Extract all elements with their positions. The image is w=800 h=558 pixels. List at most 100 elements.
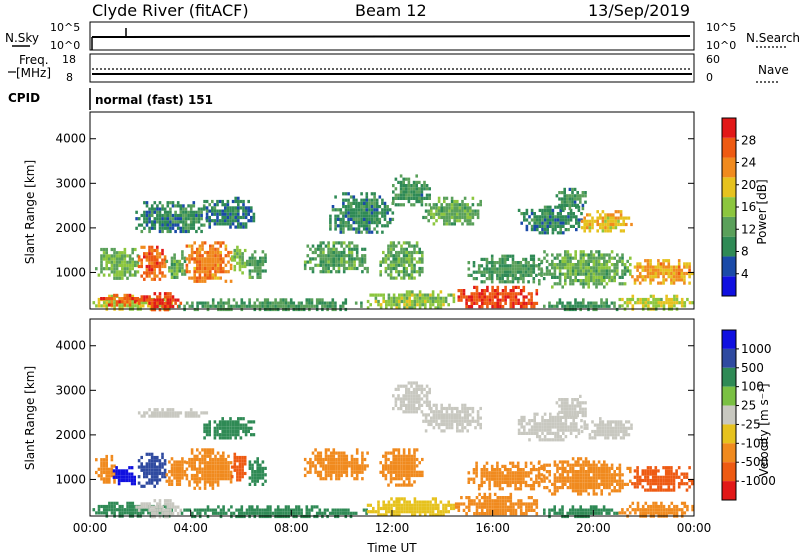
power-cell	[426, 184, 429, 187]
velocity-cell	[475, 471, 478, 474]
velocity-cell	[151, 509, 154, 512]
power-cell	[366, 221, 369, 224]
velocity-cell	[411, 464, 414, 467]
power-cell	[360, 218, 363, 221]
velocity-cell	[418, 401, 421, 404]
power-cell	[491, 274, 494, 277]
power-cell	[522, 277, 525, 280]
power-cell	[242, 226, 245, 229]
velocity-cell	[451, 426, 454, 429]
power-cell	[551, 305, 554, 308]
velocity-cell	[295, 512, 298, 515]
power-cell	[306, 305, 309, 308]
power-cell	[180, 230, 183, 233]
velocity-cell	[176, 464, 179, 467]
power-cell	[504, 289, 507, 292]
power-cell	[510, 302, 513, 305]
power-cell	[591, 220, 594, 223]
power-colorbar-tick-label: 24	[741, 156, 756, 170]
power-cell	[306, 302, 309, 305]
power-y-axis-label: Slant Range [km]	[23, 160, 37, 264]
velocity-cell	[221, 420, 224, 423]
power-cell	[330, 251, 333, 254]
power-cell	[613, 273, 616, 276]
power-cell	[673, 282, 676, 285]
power-cell	[472, 203, 475, 206]
power-cell	[587, 276, 590, 279]
power-cell	[320, 241, 323, 244]
velocity-cell	[517, 462, 520, 465]
velocity-cell	[559, 416, 562, 419]
power-cell	[403, 251, 406, 254]
velocity-cell	[413, 464, 416, 467]
power-cell	[665, 266, 668, 269]
power-cell	[403, 254, 406, 257]
power-cell	[199, 245, 202, 248]
power-cell	[248, 298, 251, 301]
power-cell	[240, 216, 243, 219]
velocity-cell	[392, 455, 395, 458]
power-cell	[212, 302, 215, 305]
power-cell	[652, 269, 655, 272]
power-cell	[351, 257, 354, 260]
velocity-cell	[121, 511, 124, 514]
power-cell	[327, 241, 330, 244]
velocity-cell	[287, 509, 290, 512]
power-cell	[582, 279, 585, 282]
power-cell	[240, 222, 243, 225]
power-cell	[116, 254, 119, 257]
power-cell	[212, 267, 215, 270]
power-cell	[217, 257, 220, 260]
power-cell	[250, 210, 253, 213]
power-cell	[681, 272, 684, 275]
power-cell	[340, 231, 343, 234]
velocity-cell	[536, 429, 539, 432]
power-cell	[512, 299, 515, 302]
velocity-cell	[309, 464, 312, 467]
power-cell	[413, 251, 416, 254]
velocity-cell	[416, 458, 419, 461]
velocity-cell	[451, 413, 454, 416]
power-cell	[453, 300, 456, 303]
power-cell	[98, 301, 101, 304]
power-cell	[169, 302, 172, 305]
power-cell	[169, 224, 172, 227]
power-cell	[317, 264, 320, 267]
power-cell	[533, 222, 536, 225]
power-cell	[421, 194, 424, 197]
power-cell	[322, 241, 325, 244]
power-cell	[274, 302, 277, 305]
power-cell	[199, 248, 202, 251]
power-cell	[424, 297, 427, 300]
power-cell	[432, 297, 435, 300]
power-cell	[187, 227, 190, 230]
power-cell	[583, 226, 586, 229]
power-cell	[174, 204, 177, 207]
power-cell	[603, 269, 606, 272]
power-cell	[227, 203, 230, 206]
power-cell	[477, 213, 480, 216]
power-cell	[239, 255, 242, 258]
power-cell	[611, 279, 614, 282]
power-cell	[590, 269, 593, 272]
power-cell	[552, 209, 555, 212]
power-cell	[629, 269, 632, 272]
velocity-cell	[246, 509, 249, 512]
power-cell	[358, 224, 361, 227]
power-cell	[387, 245, 390, 248]
velocity-cell	[393, 501, 396, 504]
power-cell	[536, 222, 539, 225]
power-cell	[379, 264, 382, 267]
velocity-cell	[497, 499, 500, 502]
power-cell	[433, 213, 436, 216]
velocity-cell	[173, 467, 176, 470]
velocity-cell	[544, 438, 547, 441]
power-cell	[237, 210, 240, 213]
velocity-cell	[247, 427, 250, 430]
power-cell	[193, 241, 196, 244]
velocity-cell	[398, 448, 401, 451]
power-cell	[408, 294, 411, 297]
velocity-cell	[499, 499, 502, 502]
power-cell	[571, 191, 574, 194]
power-cell	[579, 194, 582, 197]
